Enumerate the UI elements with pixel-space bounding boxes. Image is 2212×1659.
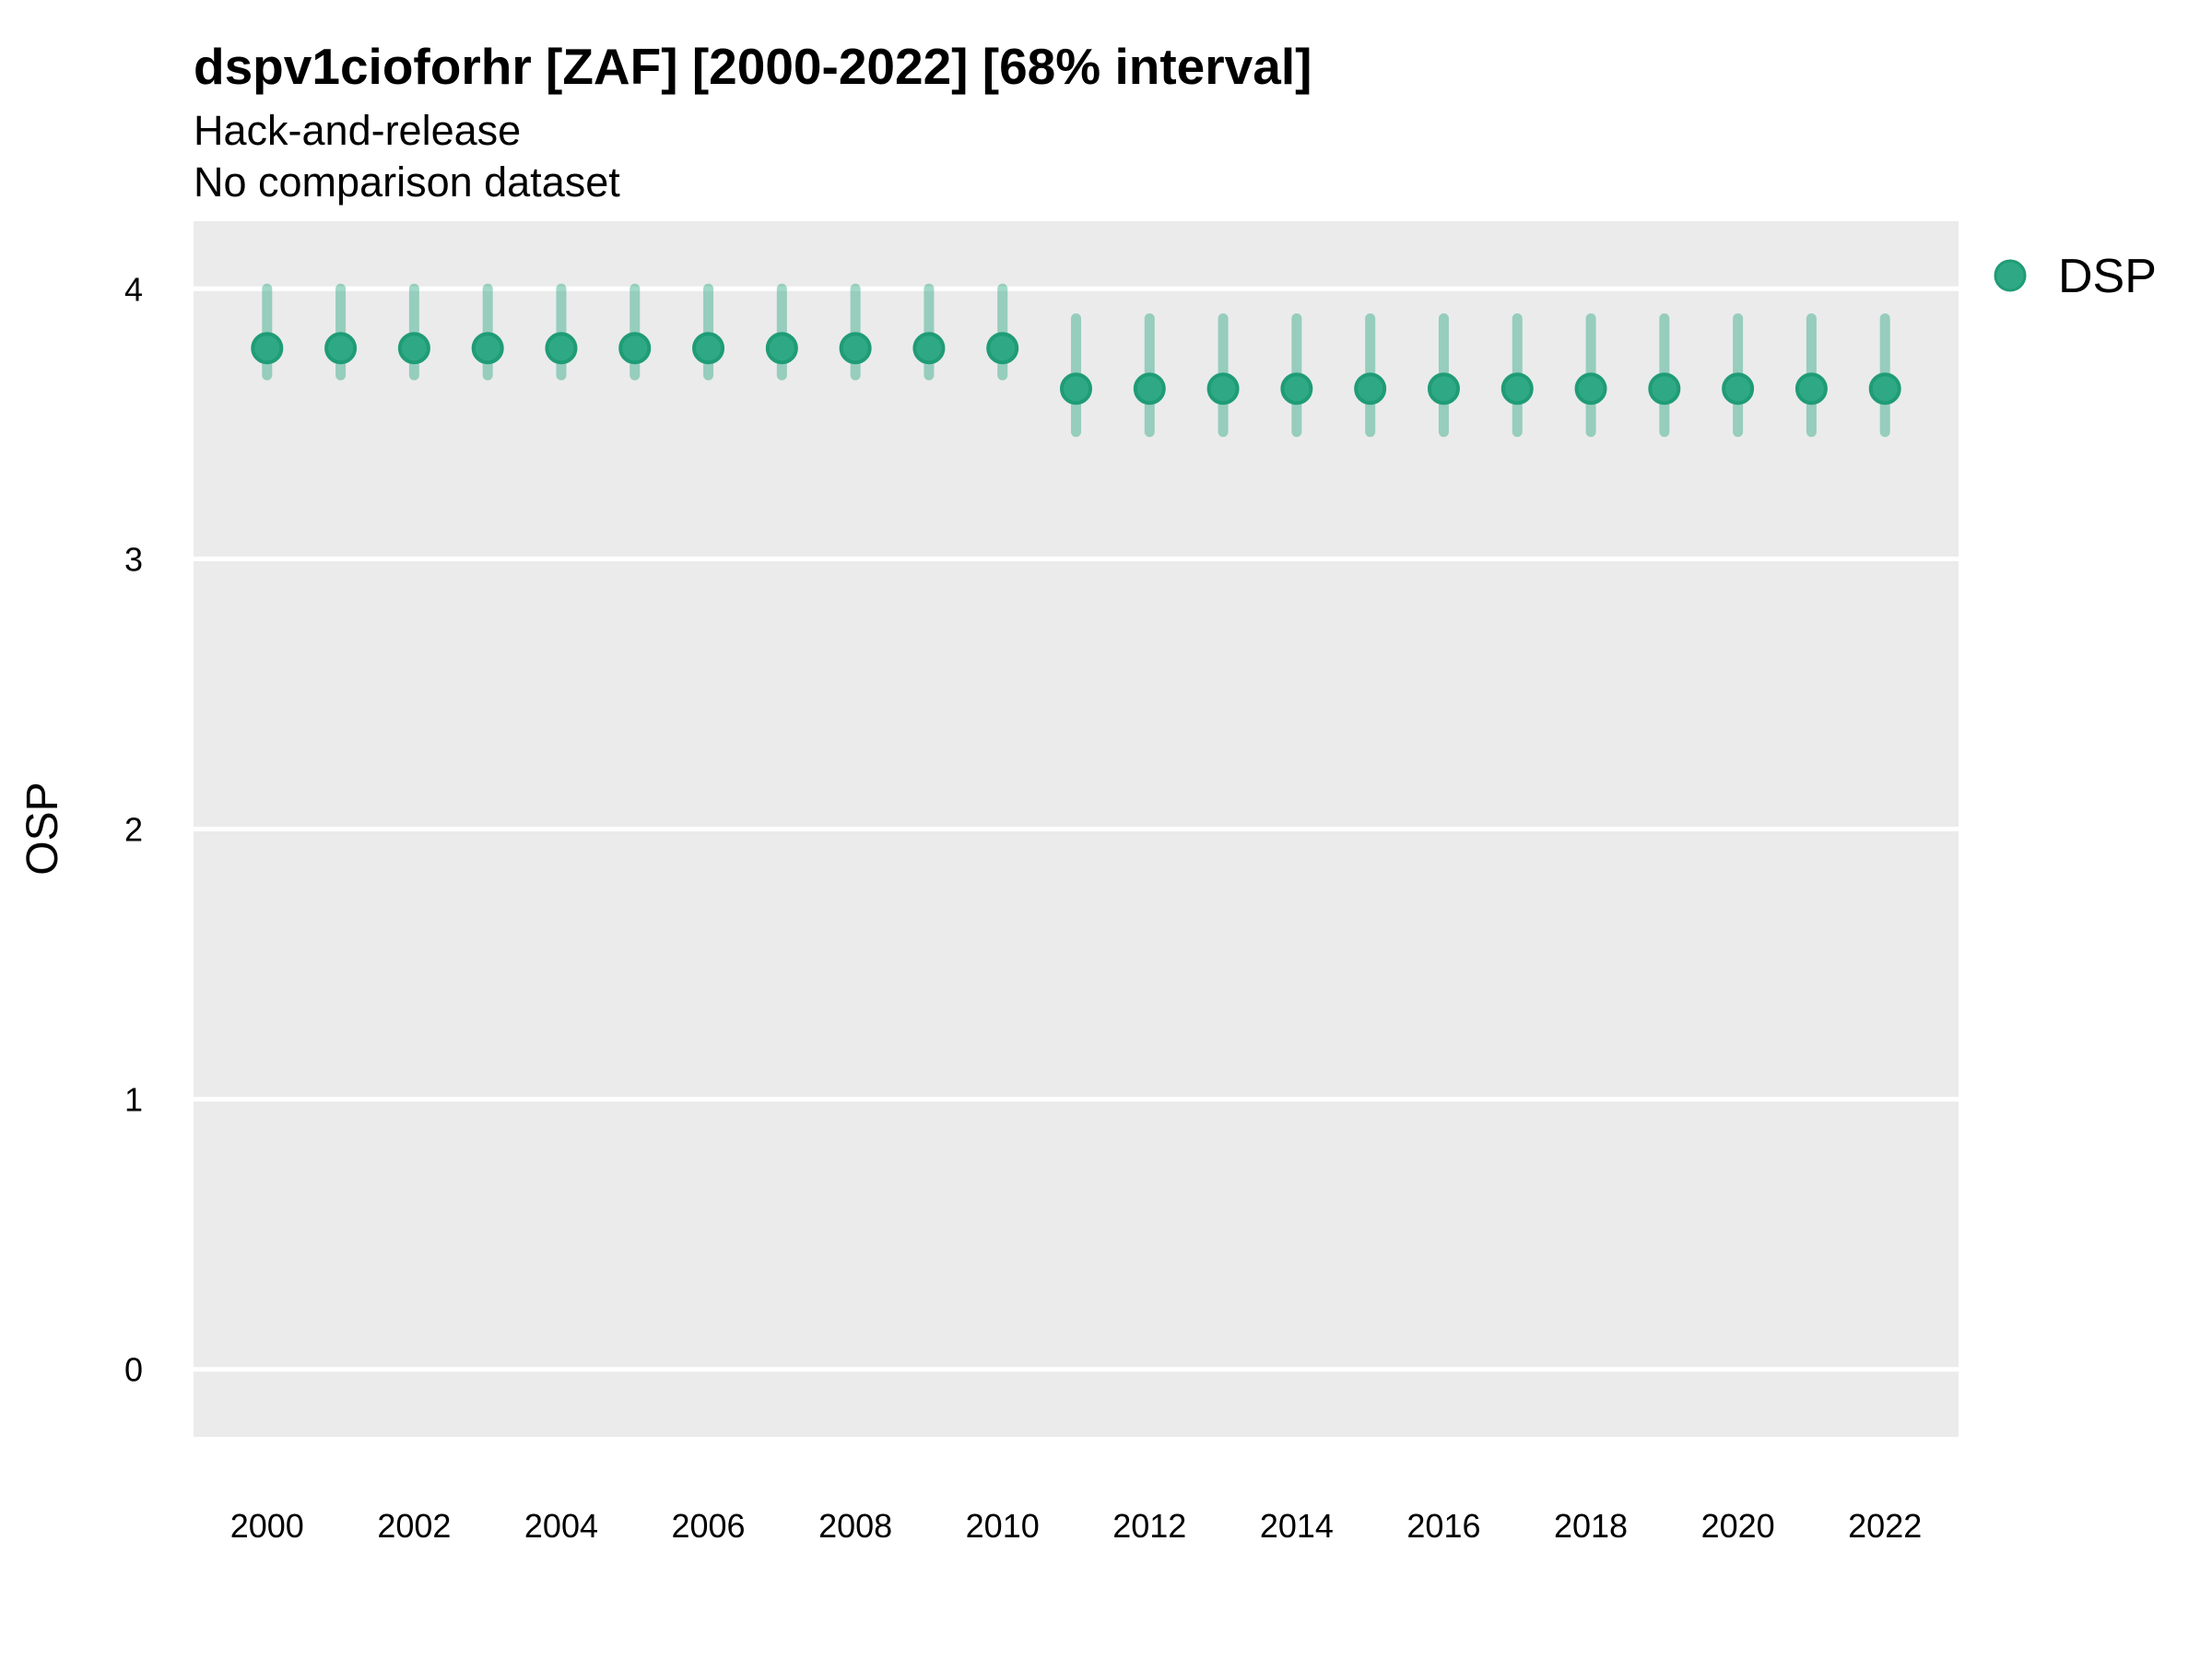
point-2004 (545, 332, 578, 365)
point-2016 (1427, 372, 1460, 406)
point-2022 (1868, 372, 1901, 406)
legend: DSP (1994, 250, 2157, 303)
x-tick-label-2010: 2010 (966, 1507, 1040, 1545)
point-2002 (397, 332, 430, 365)
y-tick-label-0: 0 (124, 1351, 143, 1389)
point-2003 (471, 332, 504, 365)
chart-subtitle-line1: Hack-and-release (194, 107, 522, 154)
x-tick-label-2008: 2008 (818, 1507, 892, 1545)
chart-subtitle-line2: No comparison dataset (194, 159, 620, 206)
point-2012 (1133, 372, 1166, 406)
point-2007 (765, 332, 798, 365)
x-tick-label-2000: 2000 (230, 1507, 304, 1545)
point-2010 (986, 332, 1019, 365)
point-2014 (1280, 372, 1313, 406)
x-tick-label-2012: 2012 (1112, 1507, 1186, 1545)
point-2020 (1722, 372, 1755, 406)
y-axis-tick-labels: 0 1 2 3 4 (124, 270, 143, 1388)
point-2013 (1206, 372, 1240, 406)
series-dsp (251, 283, 1901, 438)
point-2017 (1500, 372, 1534, 406)
gridlines (194, 286, 1959, 1372)
x-tick-label-2006: 2006 (671, 1507, 745, 1545)
x-tick-label-2004: 2004 (524, 1507, 598, 1545)
point-2006 (692, 332, 725, 365)
point-2009 (912, 332, 946, 365)
y-tick-label-3: 3 (124, 540, 143, 578)
x-tick-label-2002: 2002 (377, 1507, 451, 1545)
point-2000 (251, 332, 284, 365)
x-axis-tick-labels: 2000 2002 2004 2006 2008 2010 2012 2014 2016 2018… (230, 1507, 1923, 1545)
point-2011 (1060, 372, 1092, 406)
point-2008 (839, 332, 872, 365)
point-2021 (1794, 372, 1828, 406)
point-2001 (324, 332, 358, 365)
point-2005 (618, 332, 652, 365)
x-tick-label-2018: 2018 (1554, 1507, 1628, 1545)
y-tick-label-2: 2 (124, 811, 143, 849)
x-tick-label-2014: 2014 (1260, 1507, 1334, 1545)
x-tick-label-2016: 2016 (1406, 1507, 1480, 1545)
point-2018 (1574, 372, 1607, 406)
point-2015 (1354, 372, 1387, 406)
x-tick-label-2022: 2022 (1848, 1507, 1922, 1545)
y-tick-label-4: 4 (124, 270, 143, 308)
y-tick-label-1: 1 (124, 1081, 143, 1119)
x-tick-label-2020: 2020 (1701, 1507, 1775, 1545)
legend-marker-circle-icon (1994, 259, 2027, 292)
y-axis-title: OSP (18, 782, 67, 875)
chart-title: dspv1cioforhr [ZAF] [2000-2022] [68% int… (194, 38, 1312, 95)
legend-item-label: DSP (2058, 250, 2157, 303)
point-2019 (1648, 372, 1681, 406)
